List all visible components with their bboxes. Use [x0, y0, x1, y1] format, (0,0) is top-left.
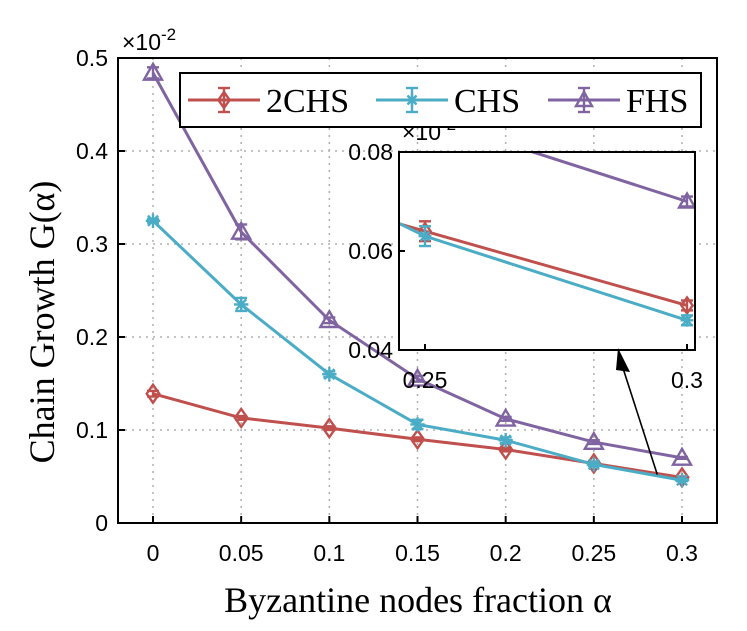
y-tick-label: 0.2 [76, 324, 108, 350]
zoom-arrow [616, 348, 659, 475]
data-point-triangle [318, 308, 341, 329]
data-point-star [145, 213, 161, 228]
x-tick-label: 0.2 [490, 540, 522, 566]
legend-label: CHS [454, 83, 520, 120]
inset-x-tick-label: 0.25 [403, 367, 448, 393]
data-point-star [680, 313, 694, 327]
x-tick-label: 0.1 [313, 540, 345, 566]
legend-item-fhs: FHS [548, 83, 688, 120]
data-point-triangle [494, 407, 517, 427]
data-point-diamond [497, 438, 514, 461]
inset-series-fhs [527, 152, 695, 209]
x-tick-label: 0.05 [219, 540, 264, 566]
inset-x-tick-label: 0.3 [671, 367, 703, 393]
y-tick-label: 0.5 [76, 45, 108, 71]
data-point-triangle [141, 61, 165, 81]
inset-series-chs [399, 221, 694, 327]
legend-item-chs: CHS [376, 83, 520, 120]
zoom-arrow-head [616, 348, 630, 372]
data-point-diamond [321, 417, 338, 440]
y-multiplier-base: ×10 [122, 29, 161, 55]
inset-y-tick-label: 0.08 [348, 139, 393, 165]
y-tick-label: 0.4 [76, 138, 108, 164]
series-chs [145, 213, 690, 488]
data-point-star [498, 433, 513, 448]
x-tick-label: 0 [147, 540, 160, 566]
data-point-triangle [582, 430, 605, 451]
legend-label: FHS [626, 83, 688, 120]
data-point-triangle [573, 89, 595, 108]
data-point-triangle [406, 367, 429, 387]
y-multiplier-exponent: -2 [161, 25, 176, 44]
main-ticks: 0 0.05 0.1 0.15 0.2 0.25 0.3 0 0.1 0.2 0.3 0.4 0.5 [76, 45, 698, 566]
inset-zoom: 0.250.30.040.060.08 ×10-2 [348, 115, 703, 393]
data-point-diamond [233, 406, 249, 430]
inset-ticks: 0.25 0.3 0.04 0.06 0.08 [348, 139, 703, 393]
data-point-star [322, 367, 337, 382]
main-series [141, 61, 694, 489]
data-point-star [418, 229, 432, 243]
x-tick-label: 0.25 [571, 540, 616, 566]
data-point-diamond [145, 382, 161, 405]
y-axis-label: Chain Growth G(α) [22, 181, 62, 464]
y-tick-label: 0.3 [76, 231, 108, 257]
zoom-arrow-shaft [620, 361, 659, 475]
legend-item-2chs: 2CHS [188, 83, 349, 120]
inset-series [399, 152, 695, 327]
data-point-diamond [216, 89, 232, 111]
legend-label: 2CHS [266, 83, 349, 120]
x-tick-label: 0.15 [395, 540, 440, 566]
data-point-star [674, 473, 690, 488]
data-point-diamond [679, 295, 695, 316]
x-tick-label: 0.3 [666, 540, 698, 566]
inset-series-line [527, 152, 688, 203]
x-axis-label: Byzantine nodes fraction α [224, 580, 612, 620]
series-fhs [141, 61, 694, 466]
data-point-triangle [230, 220, 253, 240]
data-point-diamond [409, 428, 426, 451]
data-point-star [410, 417, 425, 432]
y-multiplier: ×10-2 [122, 25, 176, 55]
legend: 2CHS CHS FHS [179, 72, 702, 128]
data-point-star [586, 457, 602, 472]
data-point-triangle [670, 446, 694, 466]
data-point-star [233, 297, 249, 312]
inset-background [399, 152, 695, 350]
y-tick-label: 0 [95, 510, 108, 536]
y-tick-label: 0.1 [76, 417, 108, 443]
inset-y-tick-label: 0.06 [348, 238, 393, 264]
data-point-triangle [676, 191, 695, 209]
inset-y-tick-label: 0.04 [348, 337, 393, 363]
data-point-star [405, 93, 419, 107]
